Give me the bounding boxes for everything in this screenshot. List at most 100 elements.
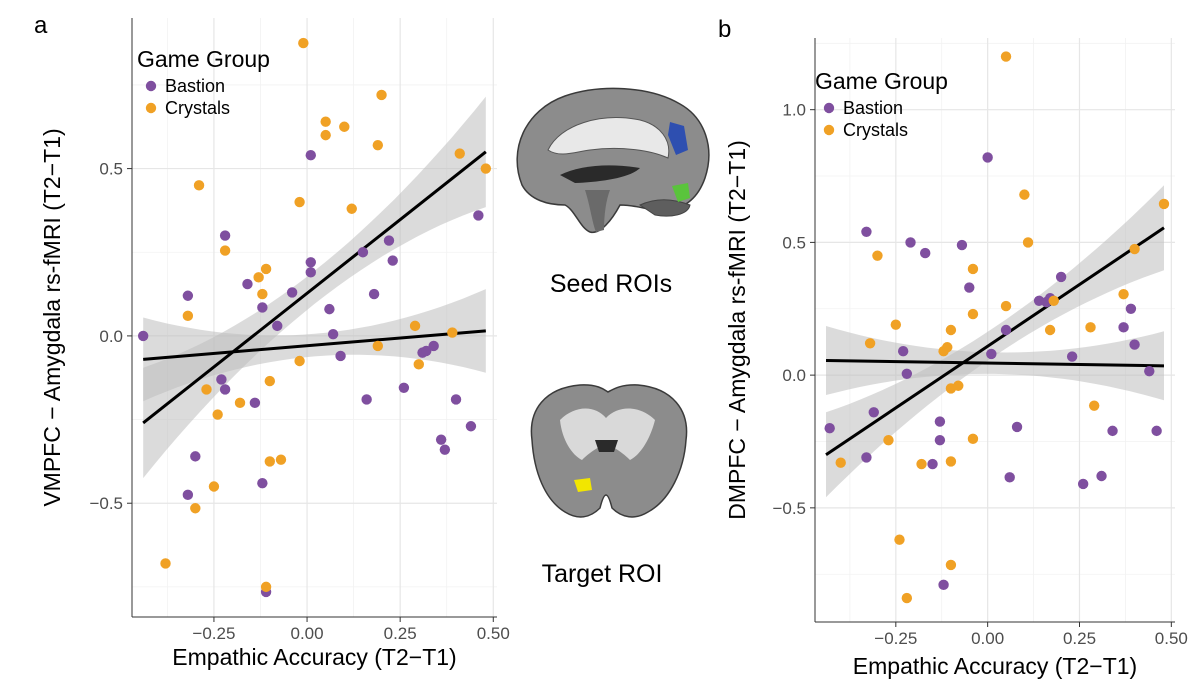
- y-tick-label: −0.5: [772, 499, 806, 518]
- point-crystals: [967, 263, 979, 275]
- point-bastion: [324, 303, 335, 315]
- y-tick-label: 0.0: [782, 366, 806, 385]
- point-bastion: [982, 152, 993, 163]
- point-crystals: [454, 148, 465, 159]
- point-bastion: [1096, 470, 1107, 482]
- y-axis-label: VMPFC − Amygdala rs-fMRI (T2−T1): [39, 128, 65, 506]
- point-crystals: [208, 481, 220, 492]
- point-crystals: [320, 129, 331, 141]
- point-bastion: [1055, 271, 1067, 283]
- point-crystals: [883, 434, 894, 446]
- point-crystals: [160, 558, 171, 569]
- point-crystals: [945, 456, 957, 467]
- point-crystals: [967, 308, 979, 320]
- point-bastion: [398, 382, 410, 393]
- point-bastion: [868, 407, 879, 418]
- point-crystals: [219, 245, 231, 256]
- point-crystals: [1044, 324, 1056, 336]
- fit-line-crystals: [825, 226, 1165, 457]
- seed-rois-caption: Seed ROIs: [549, 270, 673, 298]
- sagittal-brain-image: [516, 87, 710, 234]
- point-crystals: [260, 581, 272, 593]
- point-bastion: [137, 330, 149, 342]
- legend-label-crystals: Crystals: [843, 120, 908, 140]
- point-bastion: [927, 458, 938, 470]
- point-bastion: [1066, 351, 1078, 362]
- target-roi-yellow: [574, 478, 592, 492]
- y-tick-label: 0.5: [99, 160, 123, 179]
- point-bastion: [901, 368, 913, 379]
- point-bastion: [1000, 324, 1012, 336]
- fit-line-bastion: [825, 359, 1165, 368]
- y-tick-label: 0.5: [782, 233, 806, 252]
- point-crystals: [294, 355, 305, 367]
- point-crystals: [872, 250, 883, 261]
- point-crystals: [1019, 189, 1030, 200]
- point-bastion: [257, 477, 268, 489]
- point-crystals: [413, 359, 424, 370]
- point-bastion: [956, 239, 968, 251]
- x-tick-label: 0.00: [291, 624, 324, 643]
- point-crystals: [346, 203, 357, 214]
- point-bastion: [986, 348, 997, 360]
- point-bastion: [387, 255, 398, 266]
- point-crystals: [1158, 198, 1170, 210]
- point-crystals: [376, 89, 387, 101]
- point-crystals: [945, 559, 957, 571]
- point-bastion: [361, 394, 372, 405]
- point-crystals: [372, 139, 384, 151]
- point-crystals: [182, 310, 194, 322]
- point-bastion: [1144, 365, 1155, 377]
- point-bastion: [938, 579, 949, 591]
- point-crystals: [339, 121, 350, 132]
- x-tick-label: 0.00: [971, 629, 1004, 648]
- point-crystals: [967, 433, 979, 445]
- legend-label-crystals: Crystals: [165, 98, 230, 118]
- point-crystals: [190, 503, 201, 514]
- x-tick-label: 0.50: [1155, 629, 1188, 648]
- point-bastion: [335, 350, 346, 362]
- legend-marker-bastion: [823, 102, 835, 114]
- x-tick-label: −0.25: [874, 629, 917, 648]
- panel-letter-a: a: [34, 12, 48, 39]
- point-crystals: [1000, 300, 1012, 312]
- point-bastion: [905, 237, 916, 248]
- legend-title: Game Group: [137, 46, 270, 72]
- point-bastion: [368, 288, 380, 300]
- point-bastion: [861, 226, 872, 237]
- point-bastion: [305, 267, 316, 278]
- point-crystals: [193, 180, 205, 191]
- point-bastion: [190, 451, 201, 462]
- point-bastion: [897, 346, 909, 357]
- point-crystals: [253, 272, 264, 283]
- point-crystals: [864, 338, 876, 349]
- point-bastion: [305, 257, 316, 268]
- point-bastion: [1125, 303, 1137, 314]
- point-bastion: [383, 235, 395, 246]
- point-bastion: [439, 444, 451, 455]
- legend-label-bastion: Bastion: [165, 76, 225, 96]
- point-bastion: [182, 290, 194, 301]
- point-crystals: [1088, 400, 1100, 411]
- legend-label-bastion: Bastion: [843, 98, 903, 118]
- y-tick-label: 0.0: [99, 327, 123, 346]
- point-bastion: [219, 384, 231, 395]
- point-bastion: [257, 302, 268, 313]
- point-bastion: [272, 320, 283, 332]
- point-bastion: [934, 434, 946, 446]
- point-bastion: [286, 287, 298, 298]
- point-bastion: [435, 434, 447, 445]
- point-crystals: [275, 454, 287, 465]
- point-bastion: [920, 247, 931, 259]
- seed-roi-blue: [668, 122, 688, 155]
- point-crystals: [298, 37, 309, 49]
- point-crystals: [1118, 288, 1129, 300]
- point-bastion: [327, 329, 339, 340]
- point-crystals: [1129, 243, 1140, 255]
- panel-letter-b: b: [718, 16, 732, 43]
- point-crystals: [294, 196, 305, 208]
- point-bastion: [1107, 425, 1118, 437]
